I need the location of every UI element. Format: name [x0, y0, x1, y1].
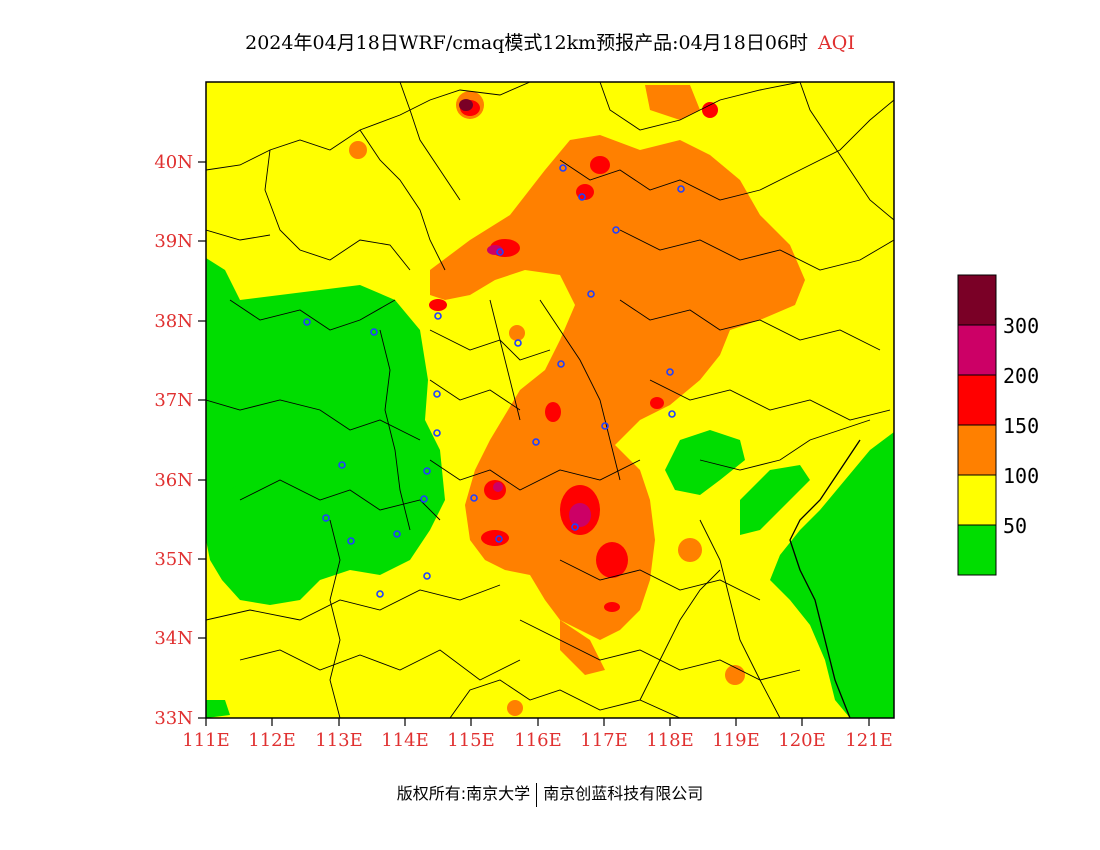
- green-patch-coast: [740, 465, 810, 535]
- green-region-east: [770, 432, 894, 718]
- lon-label-113e: 113E: [315, 730, 363, 751]
- lon-labels: 111E 112E 113E 114E 115E 116E 117E 118E …: [182, 730, 893, 751]
- lon-label-121e: 121E: [845, 730, 893, 751]
- red-hotspot-10: [702, 102, 718, 118]
- footer-divider: [536, 782, 538, 807]
- orange-plume-main: [430, 135, 805, 640]
- lon-label-116e: 116E: [514, 730, 562, 751]
- orange-patch-d: [349, 141, 367, 159]
- tick-marks: [198, 161, 870, 726]
- colorbar-swatch-300plus: [957, 274, 997, 326]
- colorbar-swatch-100-150: [957, 424, 997, 476]
- lon-label-120e: 120E: [778, 730, 826, 751]
- colorbar-swatch-200-300: [957, 324, 997, 376]
- lat-label-37n: 37N: [154, 390, 193, 411]
- lon-label-114e: 114E: [381, 730, 429, 751]
- orange-patch-e: [509, 325, 525, 341]
- lat-label-40n: 40N: [154, 152, 193, 173]
- red-hotspot-13: [650, 397, 664, 409]
- lon-label-112e: 112E: [248, 730, 296, 751]
- lat-label-38n: 38N: [154, 311, 193, 332]
- red-hotspot-4: [429, 299, 447, 311]
- colorbar: 300 200 150 100 50: [957, 274, 1039, 576]
- colorbar-label-300: 300: [1003, 314, 1039, 338]
- lon-label-118e: 118E: [646, 730, 694, 751]
- colorbar-label-150: 150: [1003, 414, 1039, 438]
- orange-patch-a: [678, 538, 702, 562]
- magenta-hotspot-3: [493, 482, 503, 492]
- title-text: 2024年04月18日WRF/cmaq模式12km预报产品:04月18日06时: [245, 32, 809, 54]
- red-hotspot-2: [576, 184, 594, 200]
- map-title: 2024年04月18日WRF/cmaq模式12km预报产品:04月18日06时 A…: [0, 28, 1100, 55]
- footer-copyright: 版权所有:南京大学: [396, 784, 531, 803]
- orange-patch-ne: [645, 85, 700, 120]
- lat-label-33n: 33N: [154, 708, 193, 729]
- red-hotspot-1: [590, 156, 610, 174]
- colorbar-label-200: 200: [1003, 364, 1039, 388]
- darkred-hotspot-1: [459, 99, 473, 111]
- red-hotspot-8: [596, 542, 628, 578]
- lat-labels: 40N 39N 38N 37N 36N 35N 34N 33N: [154, 152, 193, 729]
- lat-label-36n: 36N: [154, 470, 193, 491]
- lat-label-34n: 34N: [154, 628, 193, 649]
- colorbar-swatch-50-100: [957, 474, 997, 526]
- green-region-west: [206, 258, 445, 605]
- magenta-hotspot-2: [487, 245, 503, 255]
- lat-label-39n: 39N: [154, 231, 193, 252]
- footer-company: 南京创蓝科技有限公司: [543, 784, 704, 803]
- boundary-lines: [206, 82, 894, 718]
- lon-label-115e: 115E: [447, 730, 495, 751]
- colorbar-swatch-150-200: [957, 374, 997, 426]
- lon-label-117e: 117E: [580, 730, 628, 751]
- aqi-field: [206, 82, 894, 718]
- red-hotspot-9: [481, 530, 509, 546]
- orange-patch-c: [507, 700, 523, 716]
- lon-label-111e: 111E: [182, 730, 230, 751]
- orange-patch-south: [560, 620, 605, 675]
- title-variable: AQI: [818, 32, 855, 54]
- city-markers: [303, 164, 685, 598]
- lon-label-119e: 119E: [712, 730, 760, 751]
- colorbar-label-50: 50: [1003, 514, 1027, 538]
- colorbar-label-100: 100: [1003, 464, 1039, 488]
- lat-label-35n: 35N: [154, 549, 193, 570]
- red-hotspot-5: [545, 402, 561, 422]
- red-hotspot-12: [604, 602, 620, 612]
- magenta-hotspot-1: [569, 503, 591, 527]
- copyright-footer: 版权所有:南京大学 南京创蓝科技有限公司: [0, 780, 1100, 807]
- green-region-sw: [206, 700, 230, 718]
- colorbar-swatch-0-50: [957, 524, 997, 576]
- green-patch-shandong: [665, 430, 745, 495]
- green-region-west-2: [206, 360, 270, 490]
